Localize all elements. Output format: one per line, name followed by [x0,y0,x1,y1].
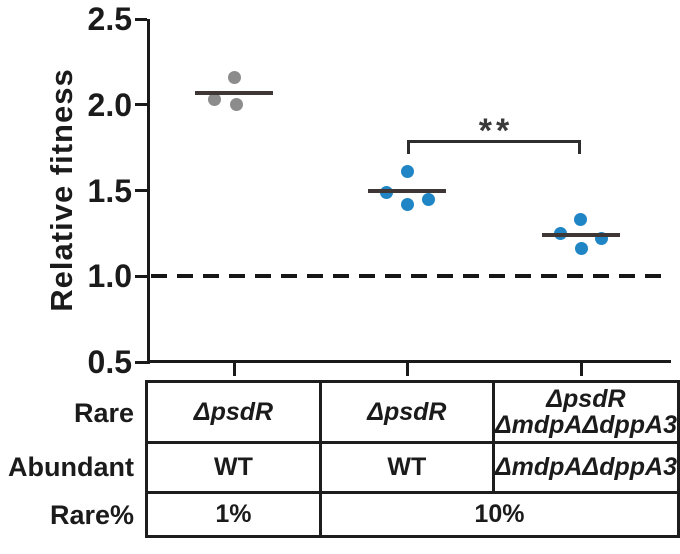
data-point [421,192,435,206]
y-axis-tick [135,17,147,21]
y-axis-tick [135,274,147,278]
cell-rare-group2: ΔpsdR [318,380,495,444]
y-axis-tick-label: 2.0 [87,86,132,123]
data-point [400,197,414,211]
scatter-plot: 2.5 2.0 1.5 1.0 0.5 ** [87,1,671,380]
y-axis [147,19,150,364]
mean-line [542,233,620,238]
x-axis-tick [579,360,583,376]
x-axis-tick [232,360,236,376]
data-point [573,213,587,227]
table-row-rare: ΔpsdR ΔpsdR ΔpsdR ΔmdpAΔdppA3 [145,380,680,444]
cell-rare-group3-line1: ΔpsdR [546,384,626,413]
cell-rare-group3: ΔpsdR ΔmdpAΔdppA3 [491,380,680,444]
table-row-abundant: WT WT ΔmdpAΔdppA3 [145,441,680,494]
cell-rare-group1: ΔpsdR [145,380,322,444]
data-point [574,242,588,256]
significance-bracket [407,140,581,143]
cell-rarepct-group23: 10% [318,491,680,538]
cell-abundant-group1: WT [145,441,322,494]
data-point [229,98,243,112]
table-row-rarepct: 1% 10% [145,491,680,538]
y-axis-tick [135,189,147,192]
data-point [207,93,221,107]
table-row-label-abundant: Abundant [8,452,134,482]
data-point [400,165,414,179]
y-axis-tick [135,360,147,364]
significance-bracket-right-tick [578,140,581,154]
y-axis-tick-label: 1.5 [87,172,132,209]
table-row-label-rarepct: Rare% [49,500,134,530]
cell-rarepct-group1: 1% [145,491,322,538]
y-axis-tick-label: 2.5 [87,1,132,37]
significance-bracket-left-tick [407,140,410,154]
y-axis-tick-label: 0.5 [87,344,132,380]
mean-line [368,188,446,193]
data-point [227,70,241,84]
table-row-label-rare: Rare [73,398,134,428]
dashed-reference-line [151,274,669,279]
significance-label: ** [478,112,514,150]
cell-rare-group3-line2: ΔmdpAΔdppA3 [494,411,677,439]
y-axis-tick [135,103,147,107]
cell-abundant-group3: ΔmdpAΔdppA3 [491,441,680,494]
x-axis-tick [405,360,409,376]
cell-abundant-group2: WT [318,441,495,494]
x-axis [147,360,671,363]
mean-line [195,90,273,95]
y-axis-tick-label: 1.0 [87,258,132,295]
condition-table: ΔpsdR ΔpsdR ΔpsdR ΔmdpAΔdppA3 WT WT Δmdp… [145,380,680,538]
